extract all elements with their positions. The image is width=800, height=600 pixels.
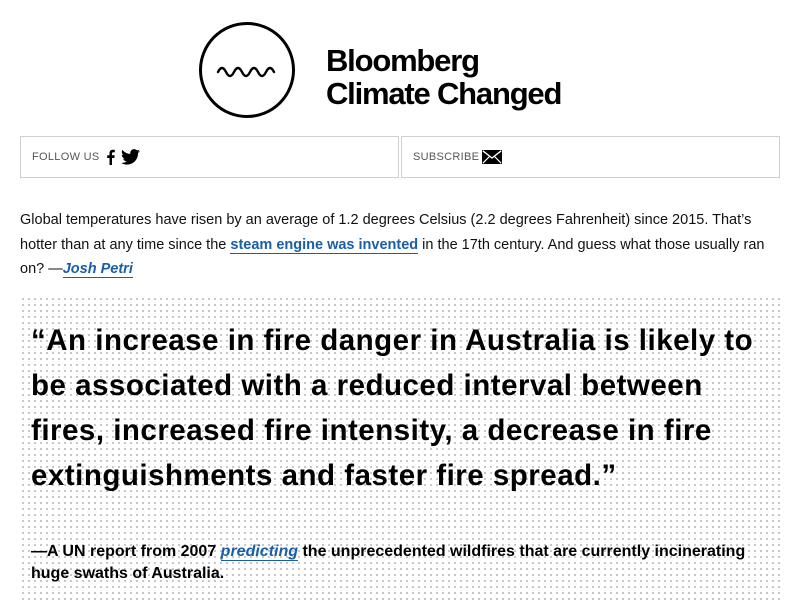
pull-quote: “An increase in fire danger in Australia…: [31, 324, 754, 492]
intro-text-continued: in the 17th century. And guess what thos…: [20, 236, 765, 278]
brand-logo[interactable]: Bloomberg Climate Changed: [326, 43, 562, 111]
facebook-icon[interactable]: [106, 149, 115, 165]
twitter-icon[interactable]: [120, 149, 140, 165]
brand-name: Bloomberg: [326, 43, 480, 78]
mail-icon[interactable]: [482, 150, 503, 164]
attribution-text: —A UN report from 2007: [31, 543, 221, 560]
masthead: Bloomberg Climate Changed: [0, 0, 800, 130]
follow-us-bar: FOLLOW US: [20, 136, 399, 178]
follow-us-label: FOLLOW US: [32, 151, 100, 163]
pull-quote-section: “An increase in fire danger in Australia…: [20, 296, 780, 600]
wave-circle-icon[interactable]: [199, 22, 295, 118]
steam-engine-link[interactable]: steam engine was invented: [230, 236, 419, 254]
intro-text: Global temperatures have risen by an ave…: [20, 212, 752, 253]
quote-attribution: —A UN report from 2007 predicting the un…: [31, 541, 771, 585]
predicting-link[interactable]: predicting: [220, 543, 299, 561]
subscribe-label[interactable]: SUBSCRIBE: [413, 151, 480, 163]
attribution-text-continued: the unprecedented wildfires that are cur…: [31, 543, 746, 582]
wave-icon: [216, 66, 276, 78]
subscribe-bar[interactable]: SUBSCRIBE: [401, 136, 780, 178]
intro-paragraph: Global temperatures have risen by an ave…: [20, 208, 780, 282]
author-link[interactable]: Josh Petri: [62, 261, 133, 278]
brand-section: Climate Changed: [326, 76, 562, 111]
